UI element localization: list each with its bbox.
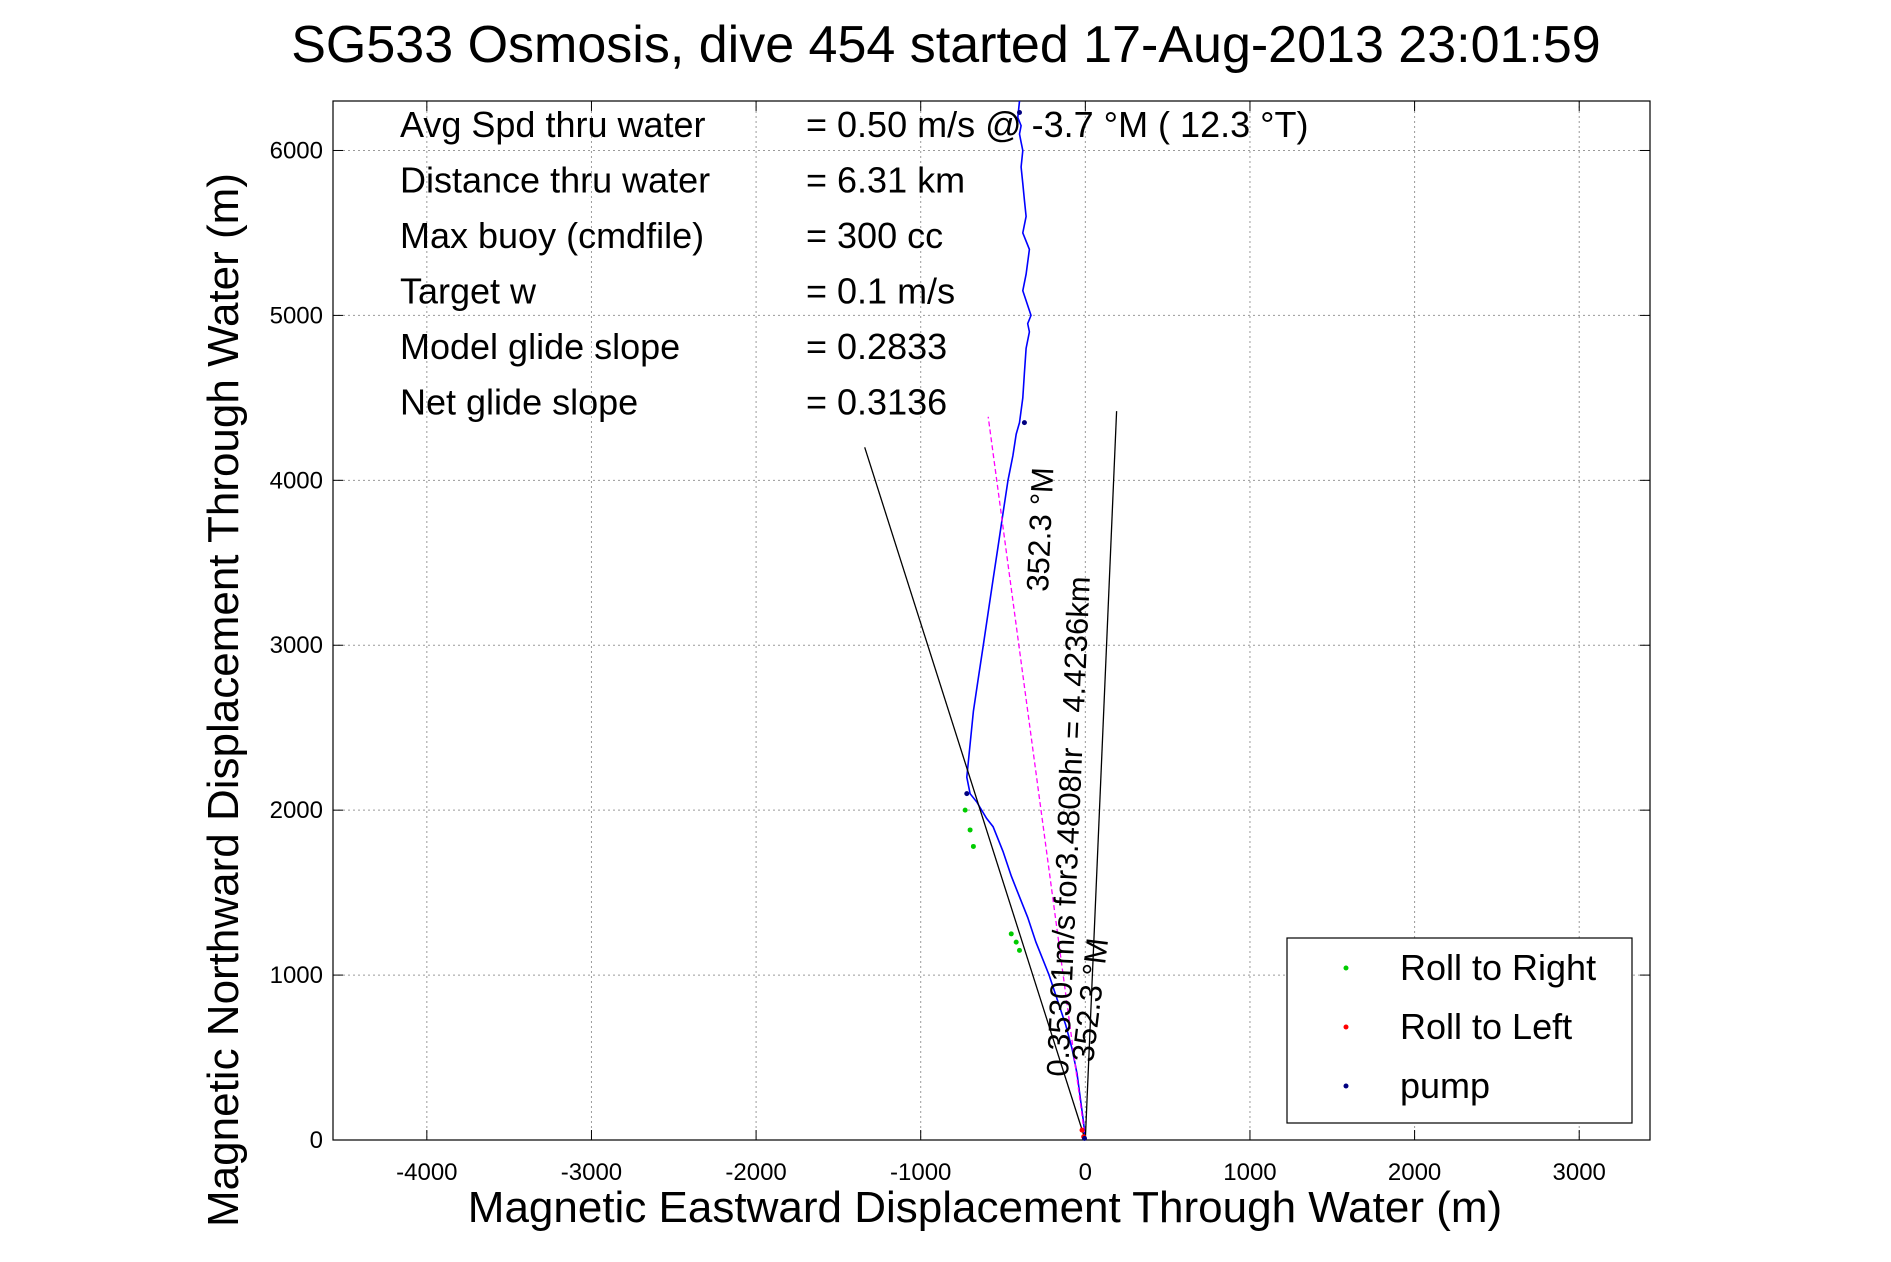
track-line [965,100,1087,1141]
roll-to-right-marker [970,843,976,849]
tick-layer: -4000 -3000 -2000 -1000 0 1000 2000 3000 0 1000 20… [270,101,1650,1186]
legend-marker-roll-to-left [1343,1024,1349,1030]
annotation-net-heading-label: 352.3 °M [1020,466,1060,592]
stat-value: = 6.31 km [806,160,965,201]
x-tick-label: 0 [1079,1159,1092,1186]
legend-label: pump [1400,1065,1490,1106]
x-axis-label: Magnetic Eastward Displacement Through W… [468,1183,1502,1232]
stat-value: = 0.3136 [806,382,947,423]
stat-value: = 0.50 m/s @ -3.7 °M ( 12.3 °T) [806,104,1309,145]
envelope-right-line [1084,411,1118,1141]
y-tick-label: 4000 [270,467,323,494]
x-tick-label: 1000 [1223,1159,1276,1186]
pump-marker [1016,110,1022,116]
stats-block: Avg Spd thru water = 0.50 m/s @ -3.7 °M (… [400,104,1309,423]
x-tick-label: -1000 [890,1159,951,1186]
stat-label: Target w [400,271,537,312]
stat-value: = 0.2833 [806,326,947,367]
legend: Roll to Right Roll to Left pump [1286,937,1633,1124]
pump-marker [1021,420,1027,426]
x-tick-label: -3000 [561,1159,622,1186]
legend-marker-roll-to-right [1343,965,1349,971]
stat-value: = 300 cc [806,215,943,256]
x-tick-label: -2000 [725,1159,786,1186]
x-tick-label: -4000 [396,1159,457,1186]
roll-to-left-marker [1079,1127,1085,1133]
y-axis-label: Magnetic Northward Displacement Through … [199,173,248,1227]
roll-to-right-marker [967,827,973,833]
legend-label: Roll to Left [1400,1006,1572,1047]
roll-to-right-marker [1013,939,1019,945]
stat-label: Net glide slope [400,382,638,423]
roll-to-right-marker [1008,931,1014,937]
stat-value: = 0.1 m/s [806,271,955,312]
roll-to-right-marker [962,807,968,813]
x-tick-label: 2000 [1388,1159,1441,1186]
y-tick-label: 2000 [270,797,323,824]
axes-frame [332,100,1651,1141]
y-tick-label: 1000 [270,962,323,989]
series-layer [864,100,1118,1141]
net-heading-line [987,416,1086,1141]
chart-title: SG533 Osmosis, dive 454 started 17-Aug-2… [291,16,1600,74]
y-tick-label: 0 [310,1127,323,1154]
stat-label: Distance thru water [400,160,710,201]
y-tick-label: 6000 [270,137,323,164]
marker-layer [962,110,1088,1141]
y-tick-label: 5000 [270,302,323,329]
stat-label: Avg Spd thru water [400,104,706,145]
stat-label: Max buoy (cmdfile) [400,215,704,256]
roll-to-right-marker [1016,947,1022,953]
envelope-left-line [864,447,1086,1141]
legend-marker-pump [1343,1083,1349,1089]
legend-label: Roll to Right [1400,947,1596,988]
x-tick-label: 3000 [1553,1159,1606,1186]
y-tick-label: 3000 [270,632,323,659]
pump-marker [964,791,970,797]
stat-label: Model glide slope [400,326,680,367]
pump-marker [1082,1135,1088,1141]
